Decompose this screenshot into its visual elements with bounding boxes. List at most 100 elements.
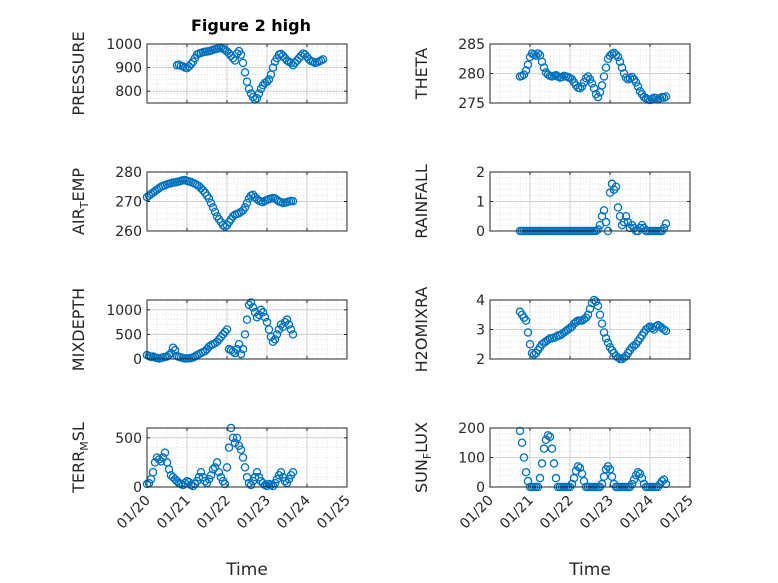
data-point [611,50,621,59]
data-point [240,463,250,472]
data-point [240,330,250,339]
data-point [585,304,595,314]
x-tick-label: 01/21 [154,493,194,533]
x-tick-label: 01/22 [194,493,234,533]
data-point [519,70,529,79]
data-point [539,63,549,72]
data-point [567,479,577,489]
subplot-5: 0 500 1000 MIXDEPTH [69,288,348,371]
data-point [270,335,280,344]
data-point [599,72,609,81]
data-point [206,198,216,208]
data-point [204,194,214,203]
y-tick-label: 280 [458,67,485,83]
series-points [515,48,671,105]
y-tick-label: 200 [458,421,485,437]
series-points [142,298,298,363]
y-tick-label: 0 [476,480,485,496]
y-tick-label: 0 [133,352,142,368]
data-point [252,94,262,103]
data-point [613,353,623,362]
data-point [585,75,595,84]
data-point [597,211,607,221]
y-tick-label: 2 [476,352,485,368]
data-point [523,476,533,486]
y-tick-label: 1 [476,195,485,211]
y-tick-label: 3 [476,323,485,339]
data-point [194,472,204,482]
data-point [611,182,621,191]
data-point [659,223,669,233]
data-point [517,438,527,447]
data-point [571,317,581,327]
data-point [276,467,286,477]
data-point [583,310,593,319]
y-tick-label: 275 [458,96,485,112]
data-point [264,325,274,334]
data-point [236,349,246,359]
data-point [549,459,559,468]
x-tick-label: 01/22 [537,493,577,533]
x-tick-label: 01/24 [617,492,657,532]
data-point [579,476,589,486]
data-point [206,470,216,480]
subplot-7: 0 500 TERRMSL 01/20 01/21 01/22 01/23 01/24 01/2… [69,422,354,580]
data-point [220,327,230,337]
data-point [547,444,557,453]
data-point [262,481,272,491]
axes-frame [489,427,691,488]
x-tick-label: 01/25 [657,493,697,533]
axes-frame [489,299,691,360]
data-point [224,443,234,452]
data-point [282,315,292,324]
data-point [525,339,535,349]
data-point [661,92,671,101]
y-tick-label: 270 [115,195,142,211]
subplot-4: 0 1 2 RAINFALL [412,164,691,240]
data-point [575,84,585,93]
y-tick-label: 500 [115,327,142,343]
data-point [170,345,180,355]
y-tick-label: 1000 [106,37,142,53]
y-axis-label: TERRMSL [69,422,91,494]
data-point [659,325,669,334]
y-axis-label: PRESSURE [69,31,88,115]
data-point [222,325,232,334]
data-point [573,462,583,471]
data-point [601,217,611,227]
data-point [593,225,603,234]
data-point [252,467,262,477]
figure-title: Figure 2 high [191,16,311,35]
data-point [288,467,298,477]
data-point [661,479,671,489]
data-point [244,84,254,94]
y-axis-label: H2OMIXRA [412,287,431,373]
data-point [232,433,242,443]
data-point [214,467,224,477]
data-point [212,458,222,467]
data-point [535,473,545,483]
data-point [515,426,525,436]
subplot-6: 2 3 4 H2OMIXRA [412,287,691,373]
x-tick-label: 01/21 [497,493,537,533]
data-point [288,196,298,206]
data-point [272,330,282,339]
data-point [619,217,629,227]
data-point [222,463,232,472]
data-point [577,469,587,478]
data-point [280,476,290,486]
data-point [651,322,661,331]
axes-frame [489,43,691,104]
y-tick-label: 280 [115,165,142,181]
data-point [268,337,278,347]
data-point [593,301,603,311]
subplot-8: 0 100 200 SUNFLUX 01/20 01/21 01/22 01/23 01/24 0… [412,421,697,580]
x-tick-label: 01/25 [314,493,354,533]
data-point [210,207,220,217]
data-point [154,455,164,464]
data-point [523,60,533,69]
data-point [148,467,158,477]
data-point [621,73,631,82]
data-point [613,52,623,62]
